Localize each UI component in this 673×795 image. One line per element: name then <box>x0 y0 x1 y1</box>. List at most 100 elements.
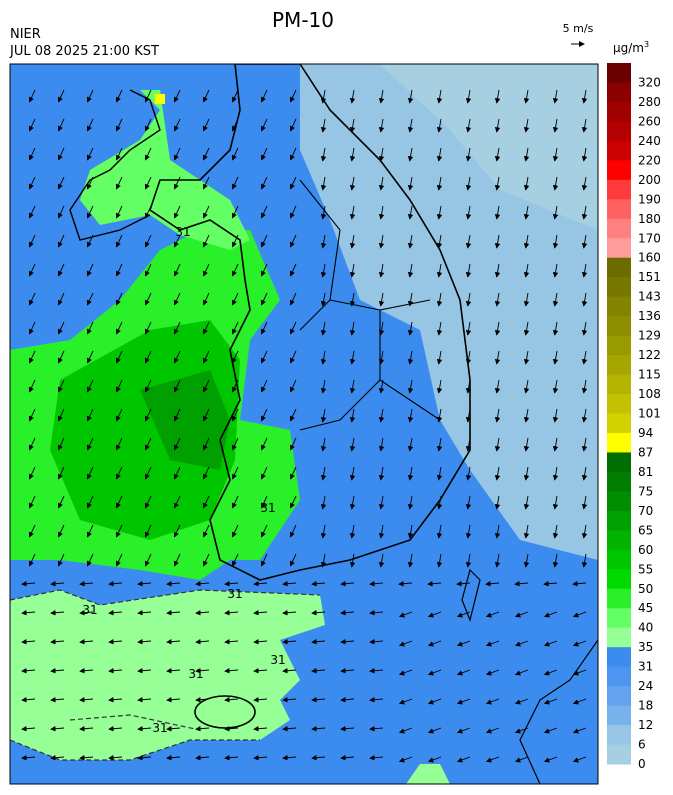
wind-arrow <box>289 118 297 132</box>
wind-arrow <box>79 581 94 587</box>
wind-arrow <box>289 147 297 161</box>
wind-arrow <box>320 205 327 220</box>
wind-arrow <box>202 205 210 219</box>
wind-arrow <box>260 524 268 538</box>
wind-arrow <box>465 292 472 307</box>
wind-arrow <box>349 350 356 365</box>
wind-arrow <box>144 437 152 451</box>
wind-arrow <box>108 639 123 645</box>
wind-arrow <box>28 205 36 219</box>
colorbar-band <box>607 179 631 200</box>
wind-arrow <box>523 205 530 220</box>
wind-arrow <box>260 553 268 567</box>
wind-arrow <box>57 234 65 248</box>
wind-arrow <box>340 755 355 761</box>
wind-arrow <box>79 726 94 732</box>
wind-arrow <box>514 581 529 587</box>
wind-arrow <box>202 147 210 161</box>
wind-arrow <box>436 147 443 162</box>
wind-arrow <box>349 263 356 278</box>
wind-arrow <box>494 350 501 365</box>
wind-arrow <box>523 379 530 394</box>
wind-arrow <box>289 292 297 306</box>
wind-arrow <box>260 89 268 103</box>
wind-arrow <box>115 234 123 248</box>
wind-arrow <box>173 292 181 306</box>
wind-arrow <box>28 379 36 393</box>
wind-arrow <box>195 639 210 645</box>
wind-arrow <box>144 321 152 335</box>
wind-arrow <box>543 640 558 647</box>
wind-arrow <box>282 668 297 674</box>
wind-arrow <box>50 581 65 587</box>
wind-arrow <box>465 147 472 162</box>
wind-arrow <box>144 118 152 132</box>
wind-arrow <box>340 668 355 674</box>
wind-arrow <box>282 639 297 645</box>
wind-arrow <box>28 495 36 509</box>
contour-label: 31 <box>152 721 167 735</box>
wind-arrow <box>28 263 36 277</box>
wind-arrow <box>173 495 181 509</box>
wind-arrow <box>86 205 94 219</box>
wind-arrow <box>253 639 268 645</box>
wind-arrow <box>260 263 268 277</box>
wind-arrow <box>144 408 152 422</box>
wind-arrow <box>407 379 414 394</box>
wind-arrow <box>144 234 152 248</box>
wind-arrow <box>202 292 210 306</box>
wind-arrow <box>50 755 65 761</box>
colorbar-tick-label: 220 <box>638 153 661 167</box>
contour-labels: 31 31 31 31 31 31 31 <box>82 225 285 735</box>
colorbar-tick-label: 200 <box>638 173 661 187</box>
wind-arrow <box>465 118 472 133</box>
wind-arrow <box>311 697 326 703</box>
wind-arrow <box>21 697 36 703</box>
wind-arrow <box>398 669 413 676</box>
wind-arrow <box>144 89 152 103</box>
wind-arrow <box>436 495 443 510</box>
colorbar-tick-label: 240 <box>638 134 661 148</box>
colorbar-tick-label: 170 <box>638 231 661 245</box>
wind-arrow <box>320 408 327 423</box>
colorbar-tick-label: 101 <box>638 407 661 421</box>
contour-label: 31 <box>82 603 97 617</box>
wind-arrow <box>436 321 443 336</box>
wind-arrow <box>456 727 471 734</box>
colorbar-tick-label: 12 <box>638 718 653 732</box>
wind-arrow <box>552 553 559 568</box>
wind-arrow <box>581 495 588 510</box>
wind-arrow <box>465 205 472 220</box>
wind-arrow <box>115 350 123 364</box>
wind-arrow <box>465 524 472 539</box>
wind-arrow <box>543 611 558 618</box>
wind-arrow <box>369 755 384 761</box>
wind-arrow <box>57 205 65 219</box>
wind-arrow <box>260 321 268 335</box>
wind-arrow <box>436 176 443 191</box>
wind-arrow <box>115 379 123 393</box>
wind-arrow <box>378 553 385 568</box>
wind-arrow <box>50 610 65 616</box>
wind-scale-label: 5 m/s <box>563 22 594 35</box>
wind-arrow <box>581 205 588 220</box>
wind-arrow <box>144 524 152 538</box>
wind-arrow <box>427 756 442 763</box>
wind-arrow <box>57 118 65 132</box>
wind-arrow <box>144 553 152 567</box>
wind-arrow <box>173 118 181 132</box>
contour-label: 31 <box>260 501 275 515</box>
wind-arrow <box>21 726 36 732</box>
wind-arrow <box>378 234 385 249</box>
wind-arrow <box>289 89 297 103</box>
wind-arrow <box>485 727 500 734</box>
wind-field <box>21 89 588 763</box>
colorbar-band <box>607 471 631 492</box>
wind-arrow <box>86 350 94 364</box>
wind-arrow <box>581 466 588 481</box>
wind-arrow <box>494 89 501 104</box>
wind-arrow <box>349 408 356 423</box>
wind-arrow <box>436 553 443 568</box>
wind-arrow <box>253 697 268 703</box>
